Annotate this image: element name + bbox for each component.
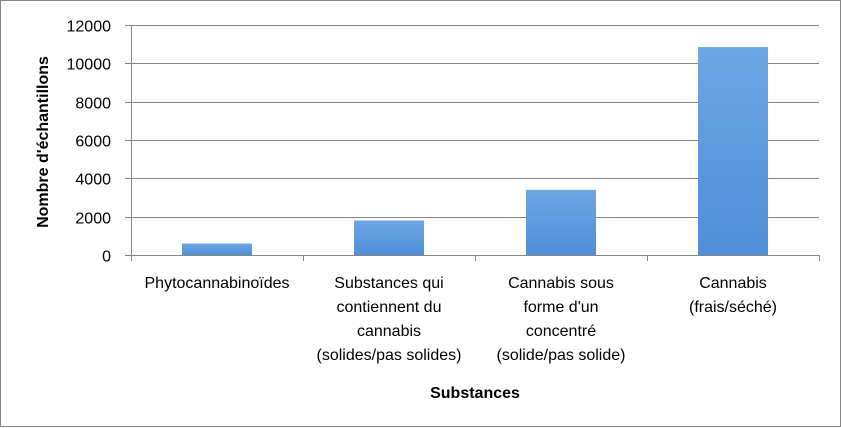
- x-tick-label: Substances qui contiennent du cannabis (sol…: [317, 275, 462, 364]
- y-tick-labels: 0 2000 4000 6000 8000 10000 12000: [67, 19, 112, 266]
- bars: [182, 47, 768, 255]
- x-tick-labels: Phytocannabinoïdes Substances qui contienn…: [145, 275, 778, 364]
- y-tick-label: 2000: [75, 211, 111, 228]
- bar: [354, 220, 424, 255]
- bar: [698, 47, 768, 255]
- x-axis-title: Substances: [430, 385, 520, 402]
- y-tick-label: 8000: [75, 96, 111, 113]
- bar: [182, 243, 252, 255]
- axes: [131, 25, 820, 261]
- y-tick-label: 10000: [67, 57, 112, 74]
- bar: [526, 189, 596, 255]
- y-tick-label: 0: [102, 249, 111, 266]
- x-tick-label: Phytocannabinoïdes: [145, 275, 290, 292]
- y-tick-label: 4000: [75, 172, 111, 189]
- x-tick-label: Cannabis sous forme d'un concentré (solide/…: [497, 275, 626, 364]
- x-tick-label: Cannabis (frais/séché): [689, 275, 777, 316]
- y-axis-title: Nombre d'échantillons: [35, 56, 52, 228]
- y-tick-label: 6000: [75, 134, 111, 151]
- y-tick-label: 12000: [67, 19, 112, 36]
